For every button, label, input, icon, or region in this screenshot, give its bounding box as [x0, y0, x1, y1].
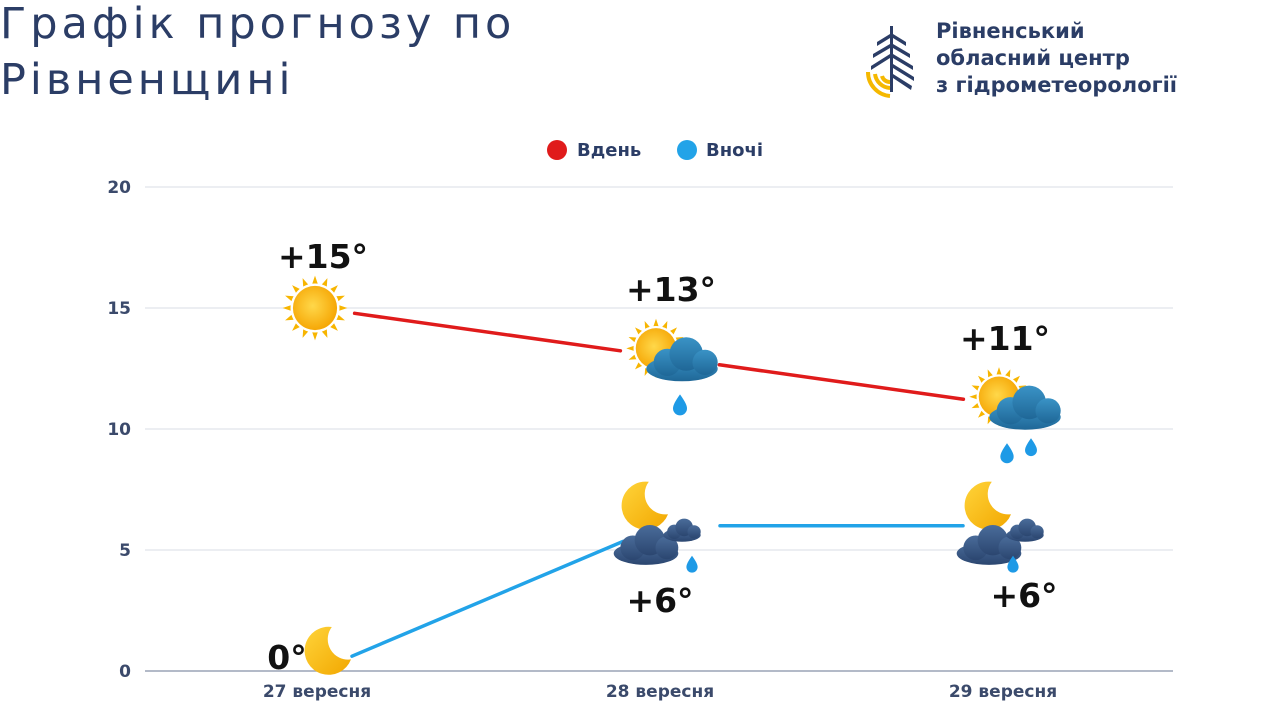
data-labels: +15° +13° +11° 0° +6° +6°: [267, 237, 1057, 677]
day-temperature-label: +13°: [626, 270, 716, 309]
sun-cloud-rain-icon: [626, 318, 718, 416]
sun-icon: [282, 275, 348, 341]
day-temperature-label: +11°: [960, 319, 1050, 358]
cloud-shape: [956, 525, 1022, 565]
title-line-2: Рівненщині: [0, 55, 295, 105]
title-line-1: Графік прогнозу по: [0, 0, 516, 49]
organization-name-line-1: Рівненський: [936, 19, 1085, 43]
y-tick-label: 0: [119, 662, 131, 682]
weather-icons: [282, 275, 1061, 675]
moon-icon: [304, 626, 351, 675]
y-axis: 0 5 10 15 20: [107, 178, 131, 682]
y-tick-label: 20: [107, 178, 131, 198]
organization-logo-block: Рівненський обласний центр з гідрометеор…: [862, 18, 1272, 102]
x-axis: 27 вересня 28 вересня 29 вересня: [263, 682, 1057, 702]
moon-crescent: [304, 626, 351, 675]
legend-item-night: Вночі: [677, 140, 763, 161]
legend-item-day: Вдень: [547, 140, 641, 161]
day-line-segment: [352, 311, 623, 353]
moon-crescent: [621, 481, 668, 530]
cloud-shape: [663, 518, 701, 542]
x-tick-label: 27 вересня: [263, 682, 371, 702]
legend-label-day: Вдень: [577, 140, 641, 161]
night-temperature-label: +6°: [626, 581, 693, 620]
rain-drop: [1025, 438, 1037, 457]
night-temperature-label: +6°: [990, 576, 1057, 615]
organization-name-line-2: обласний центр: [936, 46, 1130, 70]
y-tick-label: 10: [107, 420, 131, 440]
cloud-shape: [1006, 518, 1044, 542]
rain-drop: [1000, 443, 1014, 464]
legend-label-night: Вночі: [706, 140, 763, 161]
night-temperature-label: 0°: [267, 638, 306, 677]
x-tick-label: 29 вересня: [949, 682, 1057, 702]
cloud-shape: [989, 385, 1061, 430]
x-tick-label: 28 вересня: [606, 682, 714, 702]
page-title: Графік прогнозу по Рівненщині: [0, 0, 620, 108]
night-line-segment: [350, 539, 625, 658]
moon-cloud-rain-icon: [613, 481, 701, 573]
rain-drop: [1007, 555, 1019, 573]
sun-cloud-rain-icon: [969, 367, 1061, 464]
y-tick-label: 15: [107, 299, 131, 319]
sun-rays: [282, 275, 348, 341]
chart-series-lines: [350, 311, 966, 658]
cloud-shape: [646, 337, 718, 382]
legend-marker-day: [547, 140, 567, 160]
legend-marker-night: [677, 140, 697, 160]
day-temperature-label: +15°: [278, 237, 368, 276]
organization-name-line-3: з гідрометеорології: [936, 73, 1177, 97]
moon-crescent: [964, 481, 1011, 530]
legend: Вдень Вночі: [547, 140, 763, 161]
rain-drop: [686, 555, 698, 573]
day-line-segment: [717, 363, 966, 401]
organization-name: Рівненський обласний центр з гідрометеор…: [936, 18, 1177, 99]
cloud-shape: [613, 525, 679, 565]
rain-drop: [673, 394, 687, 416]
water-drop-wheat-logo-icon: [865, 26, 914, 98]
y-tick-label: 5: [119, 541, 131, 561]
moon-cloud-rain-icon: [956, 481, 1044, 573]
